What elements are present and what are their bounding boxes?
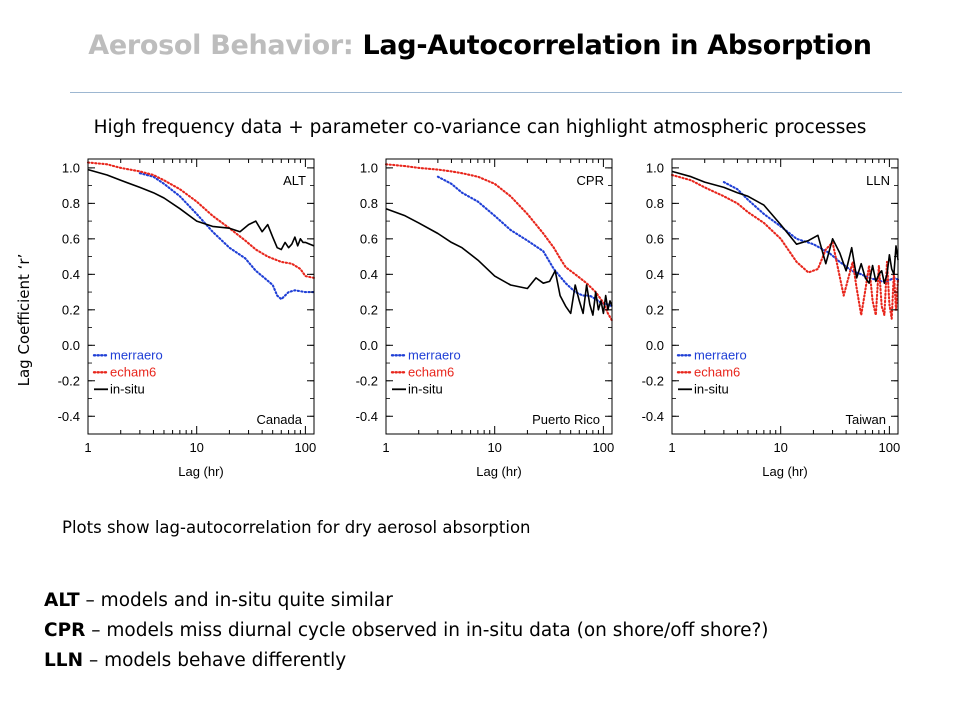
title-prefix: Aerosol Behavior: [88, 30, 354, 61]
y-tick-label: 0.2 [360, 302, 378, 317]
plot-frame [87, 158, 315, 435]
x-tick-label: 100 [295, 440, 317, 455]
legend-label-echam6: echam6 [694, 364, 740, 379]
series-line-merraero [138, 172, 316, 301]
y-tick-label: 0.6 [360, 231, 378, 246]
bullet-lln-term: LLN [44, 650, 84, 671]
site-code-label: CPR [577, 173, 604, 188]
y-tick-label: 0.2 [62, 302, 80, 317]
site-code-label: ALT [283, 173, 306, 188]
y-tick-label: 0.4 [646, 267, 664, 282]
y-tick-label: 0.8 [646, 196, 664, 211]
y-tick-label: 0.4 [360, 267, 378, 282]
bullet-lln: LLN – models behave differently [44, 650, 769, 680]
bullet-cpr-term: CPR [44, 620, 86, 641]
y-tick-label: 0.6 [646, 231, 664, 246]
chart-cpr-group: 1.0 0.8 0.6 0.4 0.2 0.0 -0.2 -0.4 1 10 100 Lag (hr)… [356, 158, 615, 479]
y-tick-label: -0.2 [642, 373, 664, 388]
bullet-list: ALT – models and in-situ quite similar C… [44, 590, 769, 680]
chart-alt-group: 1.0 0.8 0.6 0.4 0.2 0.0 -0.2 -0.4 1 10 100 Lag (hr)… [58, 158, 317, 479]
location-label: Puerto Rico [532, 412, 600, 427]
series-line-echam6 [670, 173, 900, 320]
x-tick-label: 1 [668, 440, 675, 455]
x-tick-label: 100 [593, 440, 615, 455]
series-line-echam6 [86, 161, 316, 279]
x-tick-label: 1 [84, 440, 91, 455]
bullet-alt-text: – models and in-situ quite similar [79, 590, 393, 611]
legend-label-merraero: merraero [110, 347, 163, 362]
x-axis-label: Lag (hr) [762, 464, 808, 479]
location-label: Taiwan [846, 412, 886, 427]
y-tick-label: 0.4 [62, 267, 80, 282]
bullet-alt: ALT – models and in-situ quite similar [44, 590, 769, 620]
legend-label-in-situ: in-situ [110, 381, 145, 396]
x-tick-label: 10 [189, 440, 203, 455]
legend-label-echam6: echam6 [408, 364, 454, 379]
slide-subtitle: High frequency data + parameter co-varia… [93, 117, 867, 138]
legend-label-merraero: merraero [408, 347, 461, 362]
y-tick-label: 0.0 [646, 338, 664, 353]
y-axis-label: Lag Coefficient ‘r’ [15, 253, 33, 387]
plot-frame [385, 158, 613, 435]
plot-note: Plots show lag-autocorrelation for dry a… [62, 518, 531, 537]
series-line-in-situ [87, 168, 315, 251]
plot-frame [671, 158, 899, 435]
x-axis-label: Lag (hr) [476, 464, 522, 479]
chart-cpr-puerto-rico: 1.0 0.8 0.6 0.4 0.2 0.0 -0.2 -0.4 1 10 100 Lag (hr)… [356, 158, 615, 479]
y-tick-label: 0.6 [62, 231, 80, 246]
x-tick-label: 100 [879, 440, 901, 455]
y-tick-label: 0.8 [360, 196, 378, 211]
y-tick-label: -0.2 [356, 373, 378, 388]
chart-alt-canada: 1.0 0.8 0.6 0.4 0.2 0.0 -0.2 -0.4 1 10 100 Lag (hr)… [58, 158, 317, 479]
legend-label-echam6: echam6 [110, 364, 156, 379]
y-tick-label: 1.0 [360, 160, 378, 175]
y-tick-label: 1.0 [646, 160, 664, 175]
legend-label-in-situ: in-situ [408, 381, 443, 396]
y-tick-label: 0.0 [62, 338, 80, 353]
location-label: Canada [256, 412, 302, 427]
y-tick-label: 0.8 [62, 196, 80, 211]
site-code-label: LLN [866, 173, 890, 188]
title-divider [70, 92, 902, 93]
y-tick-label: -0.4 [642, 409, 664, 424]
y-tick-label: 0.0 [360, 338, 378, 353]
x-tick-label: 10 [487, 440, 501, 455]
x-axis-label: Lag (hr) [178, 464, 224, 479]
bullet-lln-text: – models behave differently [83, 650, 347, 671]
y-tick-label: -0.4 [356, 409, 378, 424]
series-line-in-situ [671, 170, 899, 284]
legend-label-in-situ: in-situ [694, 381, 729, 396]
chart-lln-taiwan: 1.0 0.8 0.6 0.4 0.2 0.0 -0.2 -0.4 1 10 100 Lag (hr)… [642, 158, 901, 479]
y-tick-label: -0.4 [58, 409, 80, 424]
slide-title: Aerosol Behavior: Lag-Autocorrelation in… [0, 30, 960, 61]
x-tick-label: 1 [382, 440, 389, 455]
bullet-cpr-text: – models miss diurnal cycle observed in … [85, 620, 769, 641]
y-tick-label: -0.2 [58, 373, 80, 388]
y-tick-label: 1.0 [62, 160, 80, 175]
legend-label-merraero: merraero [694, 347, 747, 362]
bullet-cpr: CPR – models miss diurnal cycle observed… [44, 620, 769, 650]
series-line-in-situ [385, 207, 613, 316]
y-tick-label: 0.2 [646, 302, 664, 317]
series-line-echam6 [384, 163, 614, 322]
chart-lln-group: 1.0 0.8 0.6 0.4 0.2 0.0 -0.2 -0.4 1 10 100 Lag (hr)… [642, 158, 901, 479]
title-main: Lag-Autocorrelation in Absorption [362, 30, 872, 61]
x-tick-label: 10 [773, 440, 787, 455]
bullet-alt-term: ALT [44, 590, 80, 611]
